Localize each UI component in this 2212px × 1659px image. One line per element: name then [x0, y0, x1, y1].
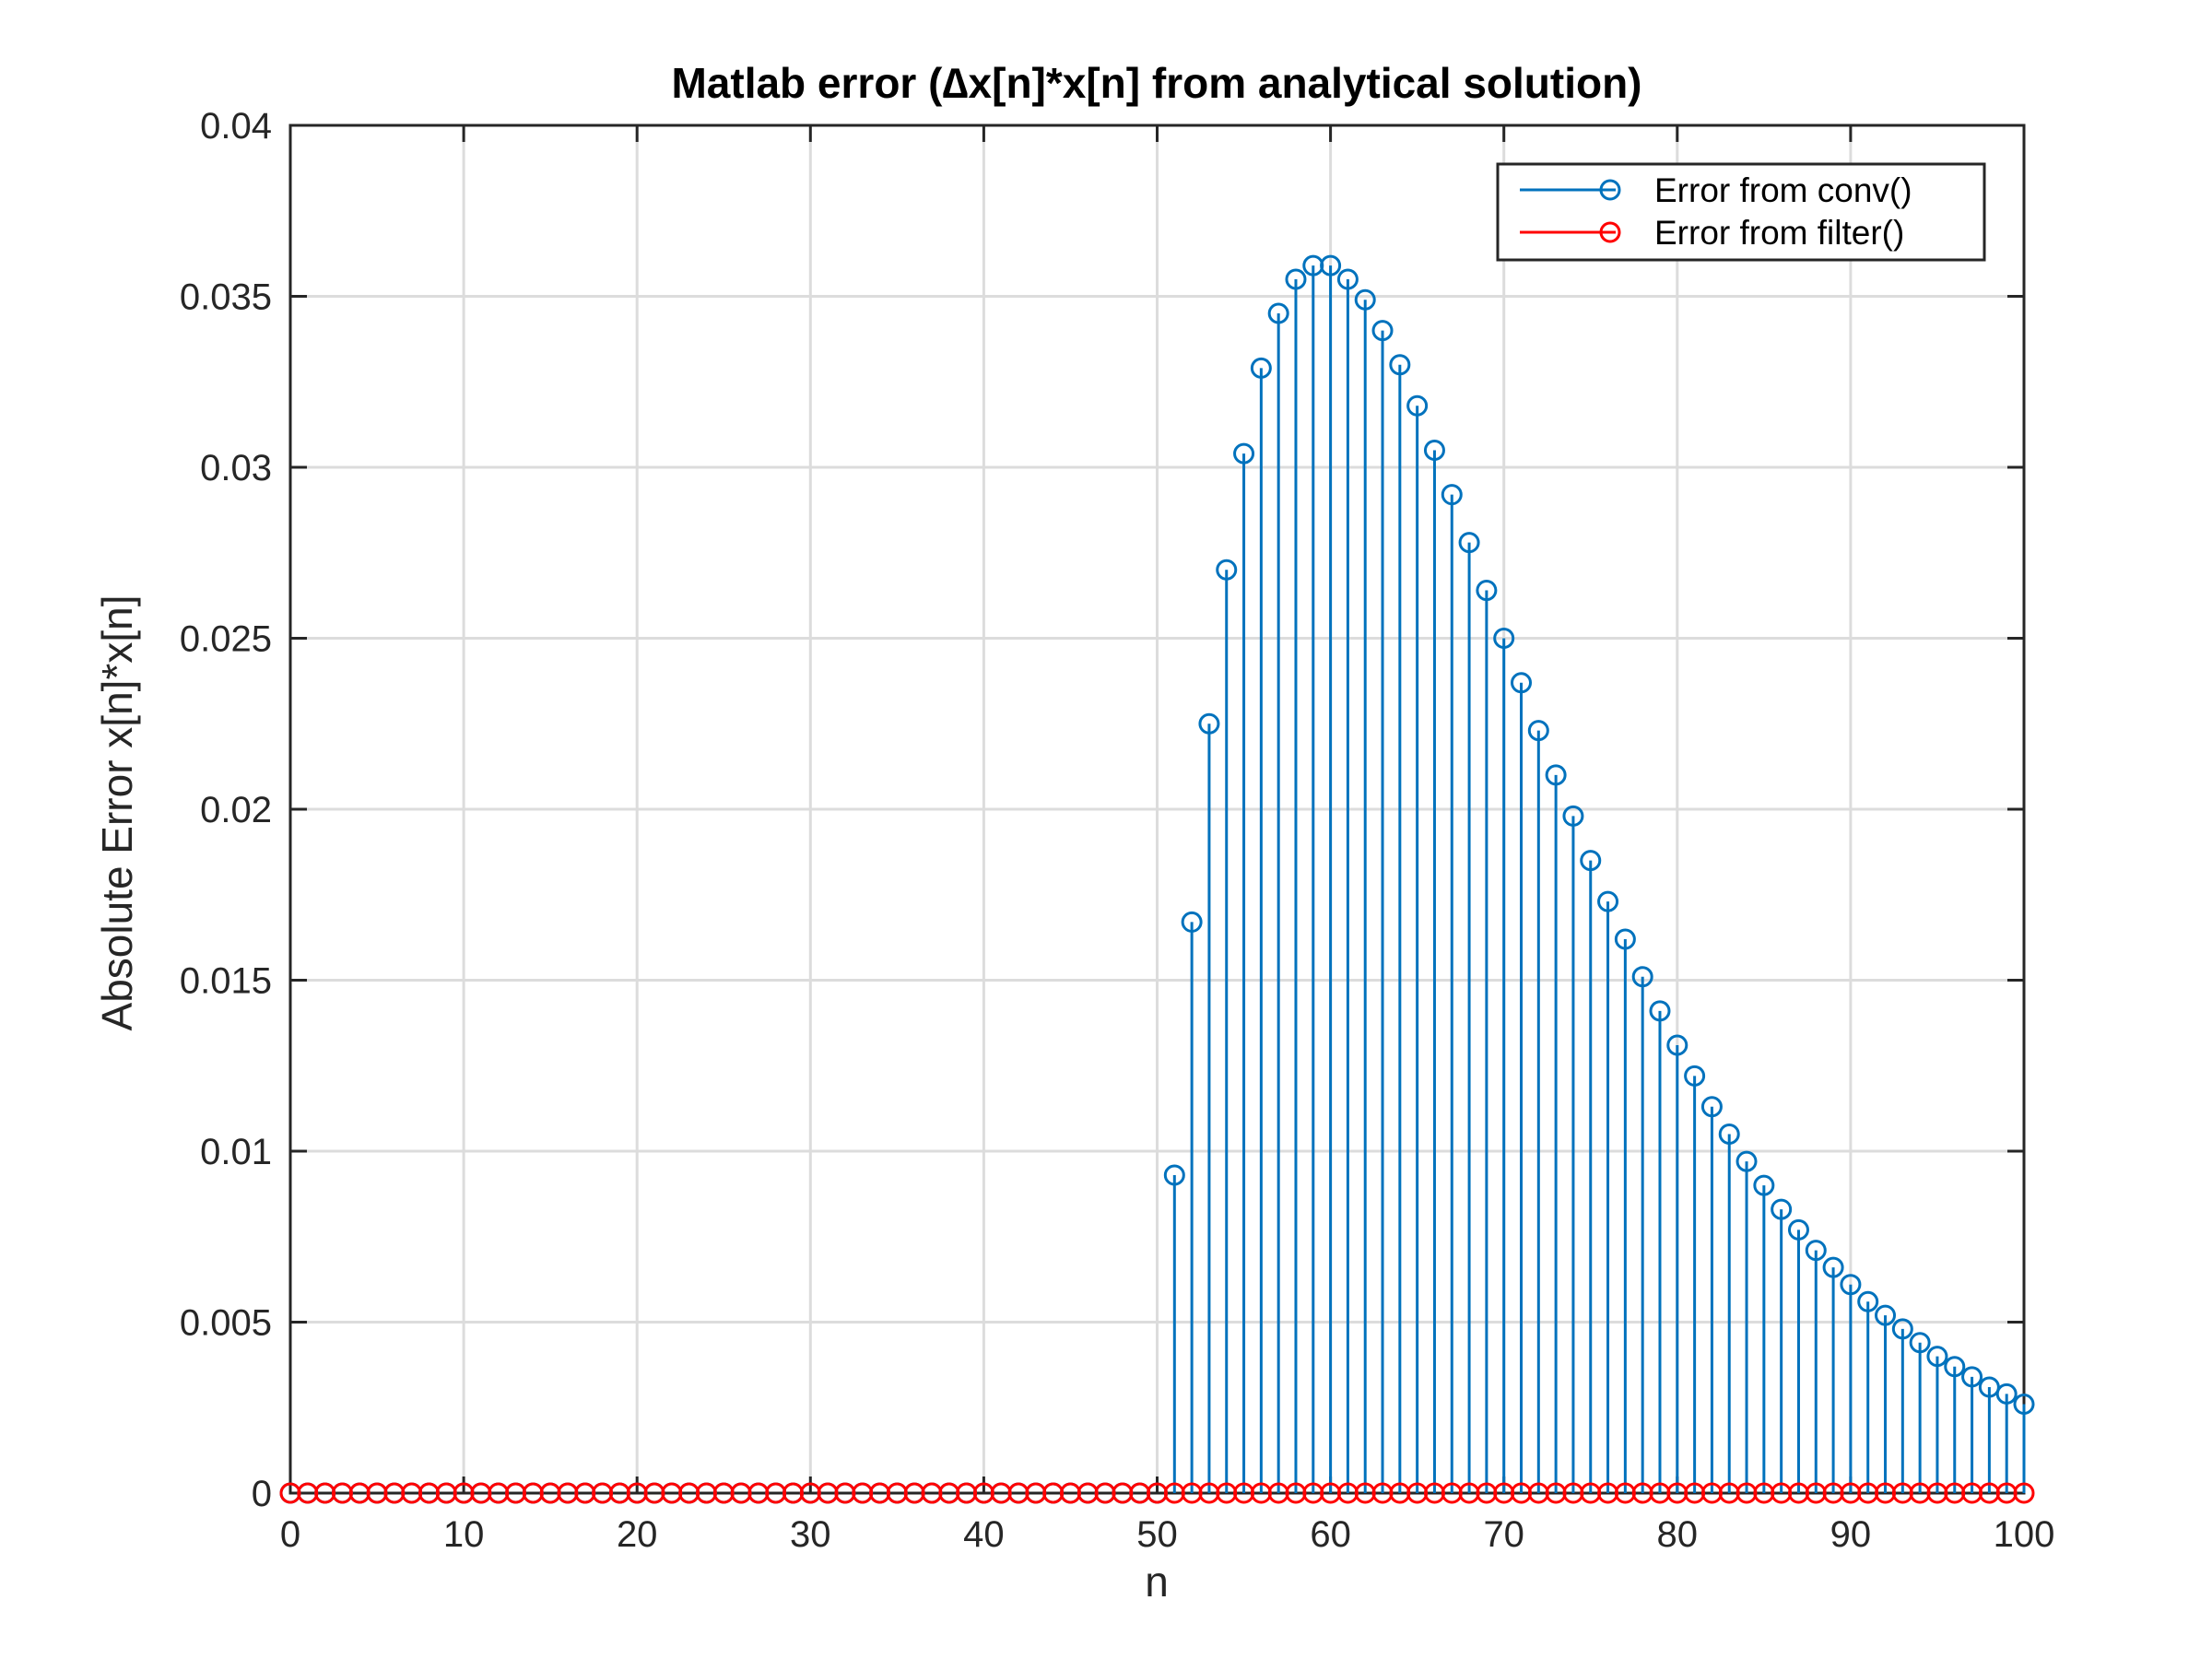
stem-marker [1771, 1198, 1793, 1220]
stem-marker [1233, 442, 1255, 465]
stem-marker [1909, 1332, 1931, 1354]
stem-marker [1753, 1174, 1775, 1196]
y-tick-label: 0.03 [200, 448, 272, 488]
stem-marker [1181, 911, 1203, 933]
stem-marker [1580, 850, 1602, 872]
stem-marker [1700, 1096, 1723, 1118]
chart-title: Matlab error (∆x[n]*x[n] from analytical… [671, 59, 1641, 107]
stem-marker [1320, 254, 1342, 276]
stem-marker [1458, 532, 1480, 554]
y-tick-label: 0.01 [200, 1132, 272, 1172]
stem-marker [1631, 966, 1653, 988]
x-tick-label: 60 [1310, 1514, 1351, 1555]
stem-marker [1493, 628, 1515, 649]
x-tick-label: 90 [1830, 1514, 1872, 1555]
stem-marker [1354, 288, 1376, 311]
stem-marker [1684, 1065, 1706, 1087]
stem-marker [1718, 1123, 1740, 1145]
stem-marker [1857, 1290, 1879, 1312]
stem-marker [2013, 1394, 2035, 1416]
stem-marker [1787, 1218, 1809, 1241]
x-axis-label: n [1145, 1558, 1169, 1606]
stem-marker [1545, 764, 1567, 786]
stem-marker [1441, 484, 1463, 506]
y-tick-label: 0.035 [180, 277, 272, 318]
stem-marker [1735, 1150, 1758, 1172]
stem-marker [1389, 354, 1411, 376]
x-tick-label: 40 [963, 1514, 1005, 1555]
stem-marker [1336, 268, 1359, 290]
stem-marker [1267, 302, 1289, 324]
stem-marker [1614, 928, 1636, 950]
y-tick-label: 0.02 [200, 790, 272, 830]
stem-marker [1961, 1366, 1983, 1388]
stem-marker [1875, 1304, 1897, 1326]
stem-marker [1840, 1274, 1862, 1296]
x-tick-label: 10 [443, 1514, 485, 1555]
x-tick-label: 50 [1136, 1514, 1178, 1555]
x-tick-label: 0 [280, 1514, 300, 1555]
legend-marker [1599, 221, 1621, 243]
stem-marker [1527, 720, 1549, 742]
stem-marker [1995, 1382, 2018, 1405]
stem-marker [1805, 1240, 1827, 1262]
legend-label: Error from conv() [1654, 171, 1912, 209]
stem-marker [1978, 1376, 2000, 1398]
stem-marker [1822, 1256, 1844, 1278]
x-tick-label: 70 [1483, 1514, 1524, 1555]
stem-marker [1476, 580, 1498, 602]
stem-marker [1250, 357, 1272, 379]
stem-marker [1216, 559, 1238, 581]
stem-marker [1891, 1318, 1913, 1340]
legend-marker [1599, 179, 1621, 201]
stem-marker [1944, 1356, 1966, 1378]
y-tick-label: 0 [252, 1474, 272, 1514]
y-tick-label: 0.04 [200, 106, 272, 147]
stem-marker [1649, 1000, 1671, 1022]
ticks: 0 10 20 30 40 50 60 70 80 90 100 0 0.005 0.01 0.015 0.0… [180, 106, 2054, 1555]
stem-marker [1371, 320, 1394, 342]
series-layer [279, 254, 2035, 1504]
stem-marker [1423, 439, 1445, 461]
legend-box [1496, 162, 1986, 262]
x-tick-label: 100 [1994, 1514, 2055, 1555]
y-tick-label: 0.025 [180, 619, 272, 660]
stem-marker [1163, 1164, 1185, 1186]
stem-marker [1406, 394, 1429, 417]
series-2 [279, 1482, 2035, 1504]
y-tick-label: 0.015 [180, 961, 272, 1002]
stem-marker [1285, 268, 1307, 290]
stem-marker [1562, 805, 1584, 827]
stem-marker [1198, 712, 1220, 735]
legend: Error from conv() Error from filter() [1496, 162, 1986, 262]
stem-marker [1926, 1346, 1948, 1368]
y-tick-label: 0.005 [180, 1303, 272, 1344]
x-tick-label: 20 [617, 1514, 658, 1555]
x-tick-label: 30 [790, 1514, 831, 1555]
x-tick-label: 80 [1657, 1514, 1699, 1555]
legend-label: Error from filter() [1654, 214, 1904, 252]
stem-marker [1666, 1034, 1688, 1056]
stem-marker [1597, 890, 1619, 912]
stem-marker [2013, 1482, 2035, 1504]
stem-marker [1511, 672, 1533, 694]
y-axis-label: Absolute Error x[n]*x[n] [93, 595, 141, 1031]
